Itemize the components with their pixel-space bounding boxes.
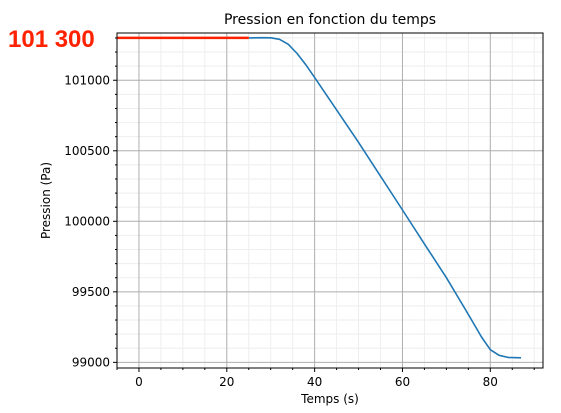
x-tick-label: 20 bbox=[219, 375, 234, 389]
x-tick-label: 0 bbox=[135, 375, 143, 389]
y-tick-label: 100500 bbox=[64, 144, 110, 158]
y-axis-label: Pression (Pa) bbox=[39, 162, 53, 239]
y-tick-label: 100000 bbox=[64, 214, 110, 228]
x-tick-label: 40 bbox=[307, 375, 322, 389]
pressure-annotation: 101 300 bbox=[8, 26, 95, 53]
y-tick-label: 99500 bbox=[72, 285, 110, 299]
plot-frame bbox=[116, 32, 544, 369]
y-tick-label: 101000 bbox=[64, 73, 110, 87]
major-grid bbox=[117, 33, 543, 368]
x-tick-label: 80 bbox=[483, 375, 498, 389]
x-tick-label: 60 bbox=[395, 375, 410, 389]
x-axis-label: Temps (s) bbox=[300, 392, 359, 406]
y-tick-label: 99000 bbox=[72, 355, 110, 369]
pressure-line bbox=[248, 36, 522, 359]
y-ticks: 99000 99500 100000 100500 101000 bbox=[64, 37, 117, 369]
series-layer bbox=[117, 36, 522, 359]
chart-title: Pression en fonction du temps bbox=[224, 12, 436, 28]
x-ticks: 0 20 40 60 80 bbox=[116, 368, 535, 389]
